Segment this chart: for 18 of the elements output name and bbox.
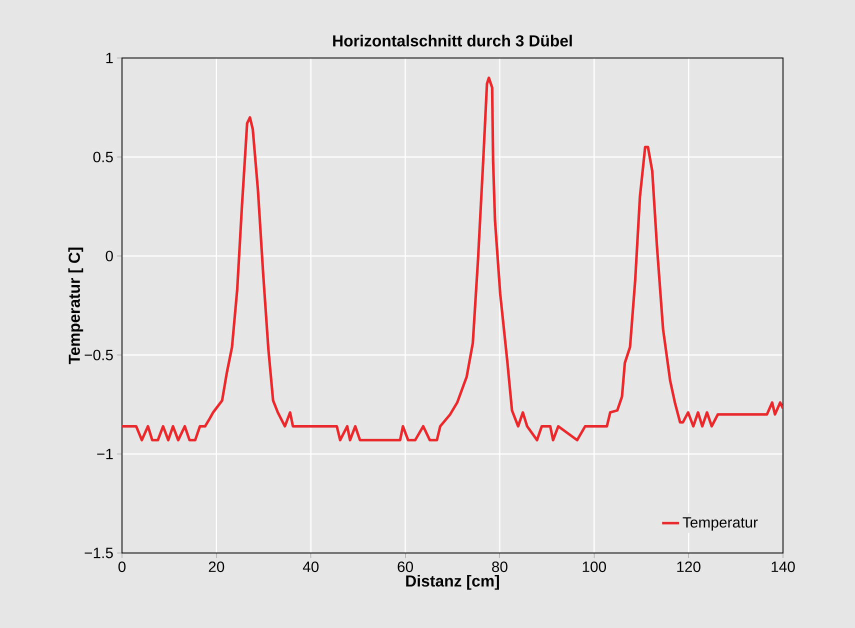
- x-tick-label: 80: [492, 561, 508, 572]
- y-axis-title: Temperatur [ C]: [68, 248, 84, 364]
- y-tick-label: 0.5: [93, 152, 113, 162]
- x-tick-label: 40: [302, 561, 319, 572]
- y-tick-label: −0.5: [84, 350, 113, 360]
- x-axis-title: Distanz [cm]: [406, 574, 499, 590]
- x-tick-label: 60: [398, 561, 414, 572]
- x-tick-label: 100: [582, 561, 606, 572]
- legend-label: Temperatur: [682, 517, 758, 531]
- y-tick-label: 1: [106, 52, 113, 64]
- x-tick-label: 140: [772, 561, 795, 572]
- y-tick-label: −1: [97, 448, 113, 460]
- x-tick-label: 20: [208, 561, 224, 572]
- x-tick-label: 120: [677, 561, 700, 572]
- y-tick-label: −1.5: [84, 548, 113, 558]
- x-tick-label: 0: [118, 561, 126, 572]
- y-tick-label: 0: [106, 250, 113, 262]
- chart-title: Horizontalschnitt durch 3 Dübel: [333, 34, 572, 46]
